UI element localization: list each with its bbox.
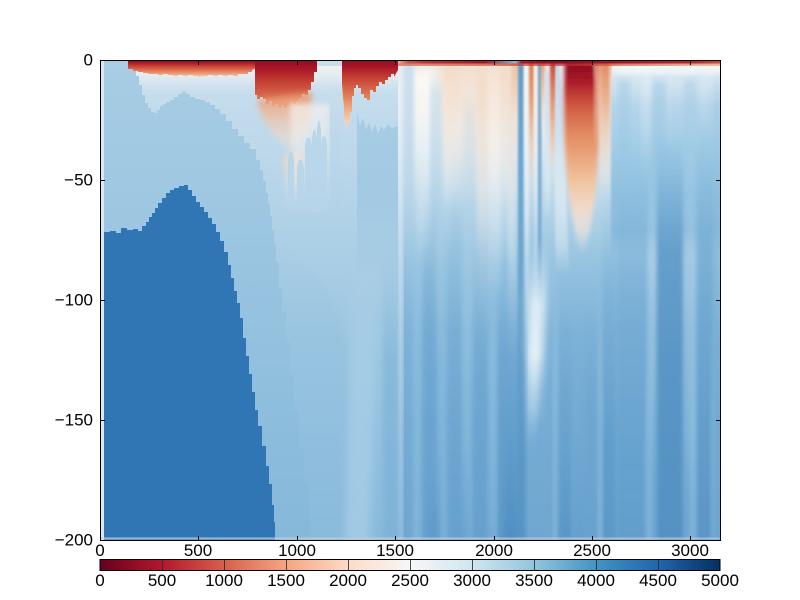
svg-text:2000: 2000 <box>329 571 367 590</box>
svg-text:500: 500 <box>148 571 176 590</box>
svg-text:1500: 1500 <box>376 541 414 560</box>
svg-text:0: 0 <box>95 541 104 560</box>
svg-text:−50: −50 <box>64 171 93 190</box>
svg-text:0: 0 <box>95 571 104 590</box>
svg-text:1000: 1000 <box>278 541 316 560</box>
svg-text:3500: 3500 <box>515 571 553 590</box>
svg-text:2500: 2500 <box>391 571 429 590</box>
svg-text:5000: 5000 <box>701 571 739 590</box>
svg-text:4500: 4500 <box>639 571 677 590</box>
svg-text:0: 0 <box>84 51 93 70</box>
svg-text:−150: −150 <box>55 411 93 430</box>
svg-text:−100: −100 <box>55 291 93 310</box>
svg-text:−200: −200 <box>55 531 93 550</box>
svg-text:2500: 2500 <box>573 541 611 560</box>
svg-text:2000: 2000 <box>475 541 513 560</box>
svg-text:3000: 3000 <box>453 571 491 590</box>
svg-text:1500: 1500 <box>267 571 305 590</box>
svg-text:3000: 3000 <box>671 541 709 560</box>
svg-text:500: 500 <box>184 541 212 560</box>
svg-text:4000: 4000 <box>577 571 615 590</box>
svg-text:1000: 1000 <box>205 571 243 590</box>
